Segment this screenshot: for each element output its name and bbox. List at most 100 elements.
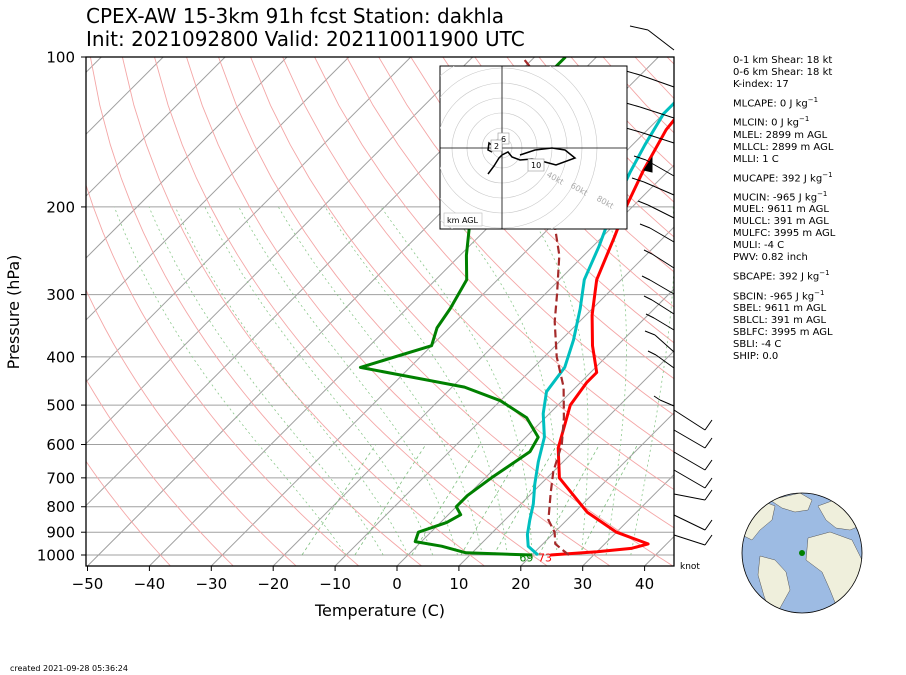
y-axis-label: Pressure (hPa) [4, 255, 23, 370]
index-unit-exponent: −1 [817, 189, 828, 198]
moist-adiabat [277, 206, 483, 556]
wind-barb-shaft [653, 317, 675, 331]
mixing-ratio-line [579, 444, 638, 556]
wind-barb-shaft [654, 334, 675, 353]
index-text: MUEL: 9611 m AGL [733, 204, 829, 216]
hodograph-height-box [497, 132, 510, 145]
index-line: K-index: 17 [733, 79, 835, 91]
hodograph-inset: 40kt 60kt 80kt 6 2 10 km AGL [439, 65, 628, 230]
wind-barb-flag [704, 519, 713, 531]
index-text: MLCIN: 0 J kg [733, 117, 799, 129]
index-line: MLCIN: 0 J kg−1 [733, 113, 835, 129]
wind-barb-flag [641, 275, 651, 281]
dry-adiabat [378, 57, 674, 380]
wind-barb-flag [704, 477, 713, 489]
dry-adiabat [154, 57, 547, 566]
hodograph-unit-box [443, 212, 483, 227]
isotherm [86, 57, 474, 445]
moist-adiabat [524, 206, 589, 556]
isotherm [582, 473, 674, 566]
index-unit-exponent: −1 [798, 115, 810, 124]
index-line: MUCIN: -965 J kg−1 [733, 188, 835, 204]
wind-barb-shaft [651, 253, 675, 269]
isotherm [86, 57, 164, 135]
wind-barb-shaft [639, 106, 675, 119]
index-line: MLLCL: 2899 m AGL [733, 142, 835, 154]
index-text: SBEL: 9611 m AGL [733, 302, 827, 314]
moist-adiabat [630, 206, 674, 556]
index-text: SBCIN: -965 J kg [733, 290, 815, 302]
index-line: MUCAPE: 392 J kg−1 [733, 169, 835, 185]
dry-adiabat [282, 57, 674, 491]
wind-barb-shaft [673, 429, 706, 449]
chart-subtitle: Init: 2021092800 Valid: 202110011900 UTC [86, 27, 525, 51]
index-unit-exponent: −1 [814, 288, 825, 297]
index-text: MULI: -4 C [733, 240, 785, 252]
hodograph-height-box [490, 139, 503, 152]
station-marker [799, 550, 805, 556]
y-tick-label: 300 [46, 286, 75, 304]
y-tick-label: 900 [46, 524, 75, 542]
y-tick-label: 700 [46, 469, 75, 487]
wind-barb-flag [644, 330, 656, 336]
index-line: MLLI: 1 C [733, 154, 835, 166]
hodograph-height-box [527, 158, 545, 172]
mixing-ratio-line [354, 444, 427, 556]
wind-barb-flag [643, 295, 653, 301]
y-tick-label: 200 [46, 198, 75, 216]
wind-barb-flag [631, 177, 645, 183]
wind-barb-shaft [649, 279, 675, 295]
location-globe [741, 492, 863, 614]
wind-barb-pennant [643, 156, 653, 173]
wind-barb-shaft [649, 227, 675, 243]
index-text: PWV: 0.82 inch [733, 252, 808, 264]
index-text: MUCIN: -965 J kg [733, 192, 818, 204]
wind-barb-flag [653, 395, 661, 401]
wind-barb-flag [643, 249, 653, 255]
dry-adiabat [86, 183, 359, 566]
chart-title: CPEX-AW 15-3km 91h fcst Station: dakhla [86, 4, 505, 28]
x-tick-label: 30 [573, 575, 592, 593]
wind-barb-shaft [651, 299, 675, 315]
dry-adiabat [346, 57, 674, 416]
wind-barb-shaft [647, 29, 675, 51]
wind-unit-label: knot [680, 562, 700, 572]
wind-barb-flag [645, 313, 655, 319]
indices-panel: 0-1 km Shear: 18 kt 0-6 km Shear: 18 kt K-… [733, 55, 835, 363]
moist-adiabat [238, 206, 458, 556]
index-line: SBLI: -4 C [733, 339, 835, 351]
wind-barb-flag [704, 489, 713, 501]
isotherm [458, 350, 674, 566]
wind-barb-flag [629, 25, 649, 31]
x-tick-label: 0 [392, 575, 402, 593]
index-text: MULFC: 3995 m AGL [733, 228, 836, 240]
index-line: MLEL: 2899 m AGL [733, 130, 835, 142]
isotherm [86, 57, 288, 259]
wind-barb-shaft [647, 204, 675, 219]
index-text: MULCL: 391 m AGL [733, 216, 829, 228]
globe-land-greenland [769, 493, 813, 513]
y-tick-label: 400 [46, 348, 75, 366]
hodograph-height-label: 6 [501, 135, 506, 144]
wind-barb-shaft [673, 493, 706, 501]
mixing-ratio-line [460, 444, 527, 556]
moist-adiabat [324, 206, 508, 556]
wind-barb-flag [625, 102, 641, 108]
wind-barb-flag [704, 459, 713, 471]
hodograph-frame [439, 65, 628, 230]
index-line: MUEL: 9611 m AGL [733, 204, 835, 216]
wind-barb-flag [704, 419, 713, 431]
surface-value-label: 73 [538, 551, 552, 564]
moist-adiabat [447, 206, 558, 555]
wind-barbs [625, 25, 713, 546]
index-text: MLLI: 1 C [733, 153, 779, 165]
wind-barb-shaft [659, 399, 675, 407]
wind-barb-flag [633, 155, 647, 161]
wind-barb-shaft [643, 181, 675, 196]
hodograph-unit-label: km AGL [447, 216, 479, 225]
isotherm [86, 57, 412, 383]
mixing-ratio-line [538, 444, 600, 556]
wind-barb-flag [625, 127, 641, 133]
index-text: MLCAPE: 0 J kg [733, 98, 808, 110]
